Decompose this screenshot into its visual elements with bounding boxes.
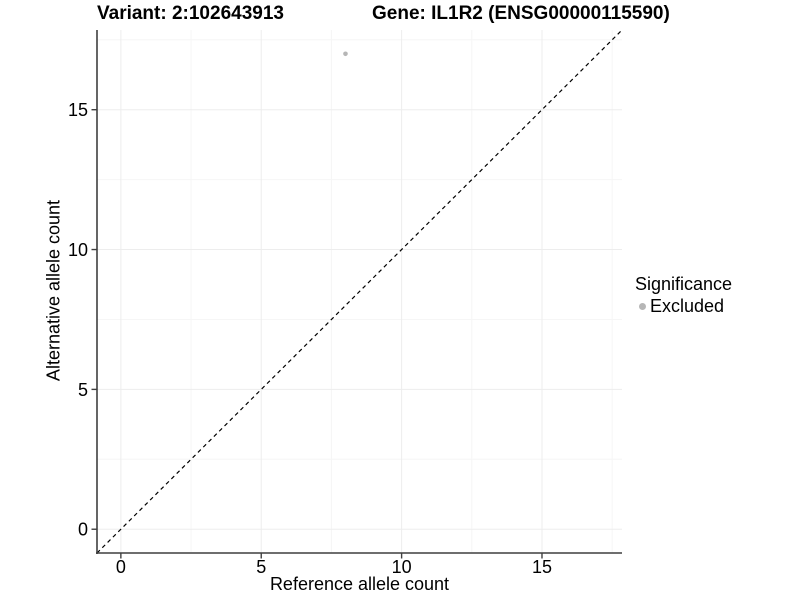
y-tick-label: 0 [78, 520, 88, 540]
y-axis-label: Alternative allele count [43, 199, 64, 382]
legend-point-icon [638, 303, 646, 310]
legend-item: Excluded [635, 296, 732, 317]
x-tick-label: 10 [392, 557, 412, 577]
x-tick-label: 15 [532, 557, 552, 577]
x-axis-label: Reference allele count [269, 574, 450, 594]
plot-title-gene: Gene: IL1R2 (ENSG00000115590) [372, 3, 670, 24]
legend-item-label: Excluded [650, 296, 725, 316]
grid-major-lines [97, 30, 622, 553]
x-tick-label: 0 [116, 557, 126, 577]
y-tick-label: 15 [68, 100, 88, 120]
y-tick-labels: 0 5 10 15 [68, 100, 88, 540]
legend: Significance Excluded [635, 274, 732, 317]
legend-title: Significance [635, 274, 733, 294]
legend-key [635, 298, 649, 316]
x-tick-labels: 0 5 10 15 [116, 557, 552, 577]
axis-tick-marks [91, 109, 543, 559]
identity-reference-line [96, 29, 623, 554]
data-points [343, 51, 348, 57]
plot-title-variant: Variant: 2:102643913 [97, 3, 284, 24]
y-tick-label: 5 [78, 380, 88, 400]
y-tick-label: 10 [68, 240, 88, 260]
grid-minor-lines [97, 30, 622, 553]
x-tick-label: 5 [256, 557, 266, 577]
data-point [343, 51, 348, 57]
